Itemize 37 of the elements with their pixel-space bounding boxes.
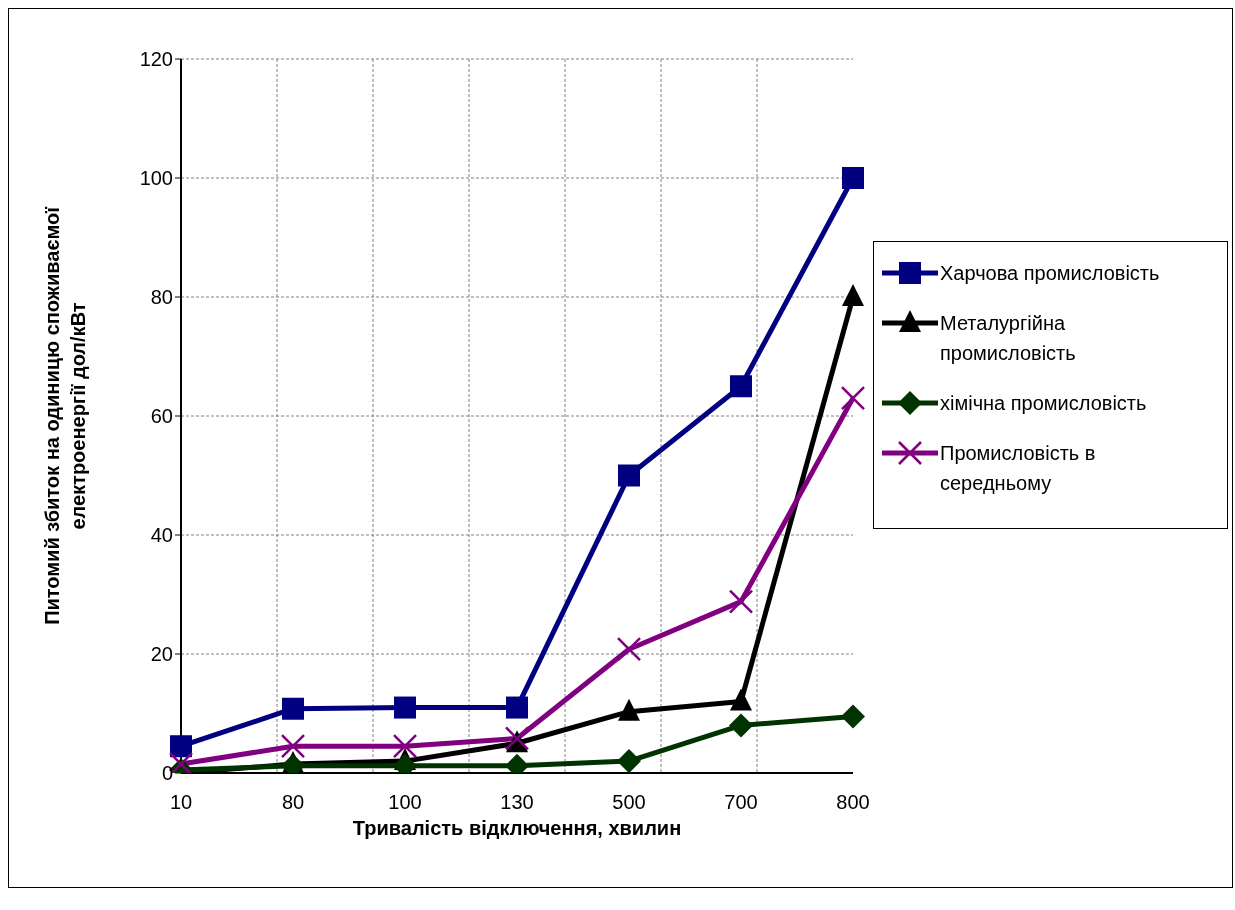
x-axis-title: Тривалість відключення, хвилин (352, 817, 682, 839)
x-tick-label: 500 (612, 791, 646, 814)
x-tick-label: 800 (836, 791, 870, 814)
legend-label: хімічна промисловість (940, 391, 1148, 416)
legend-label: Харчова промисловість (940, 261, 1161, 286)
point (617, 749, 641, 773)
x-tick-label: 100 (388, 791, 422, 814)
x-tick-label: 10 (169, 791, 193, 814)
y-tick-label: 120 (139, 48, 173, 71)
y-tick-label: 20 (150, 643, 173, 666)
y-tick-label: 40 (150, 524, 173, 547)
point (842, 167, 864, 189)
y-axis-title: Питомий збиток на одиницю споживаємої електроенергії дол/кВт (41, 206, 89, 625)
point (730, 375, 752, 398)
y-tick-label: 100 (139, 167, 173, 190)
x-tick-label: 700 (724, 791, 758, 814)
point (280, 733, 306, 759)
point (618, 464, 640, 487)
point (728, 589, 754, 614)
point (506, 696, 528, 719)
point (730, 688, 752, 711)
point (729, 713, 753, 738)
y-tick-label: 60 (150, 405, 173, 428)
legend-label: Промисловість в середньому (940, 441, 1097, 496)
point (170, 735, 192, 758)
point (394, 696, 416, 719)
point (616, 636, 642, 662)
point (841, 704, 865, 729)
point (618, 698, 640, 721)
x-tick-label: 130 (500, 791, 534, 814)
point (282, 697, 304, 720)
point (392, 733, 418, 759)
legend-label: Металургійна промисловість (940, 311, 1077, 366)
point (840, 385, 866, 411)
x-tick-label: 80 (281, 791, 305, 814)
y-tick-label: 0 (161, 762, 173, 785)
y-tick-label: 80 (150, 286, 173, 309)
